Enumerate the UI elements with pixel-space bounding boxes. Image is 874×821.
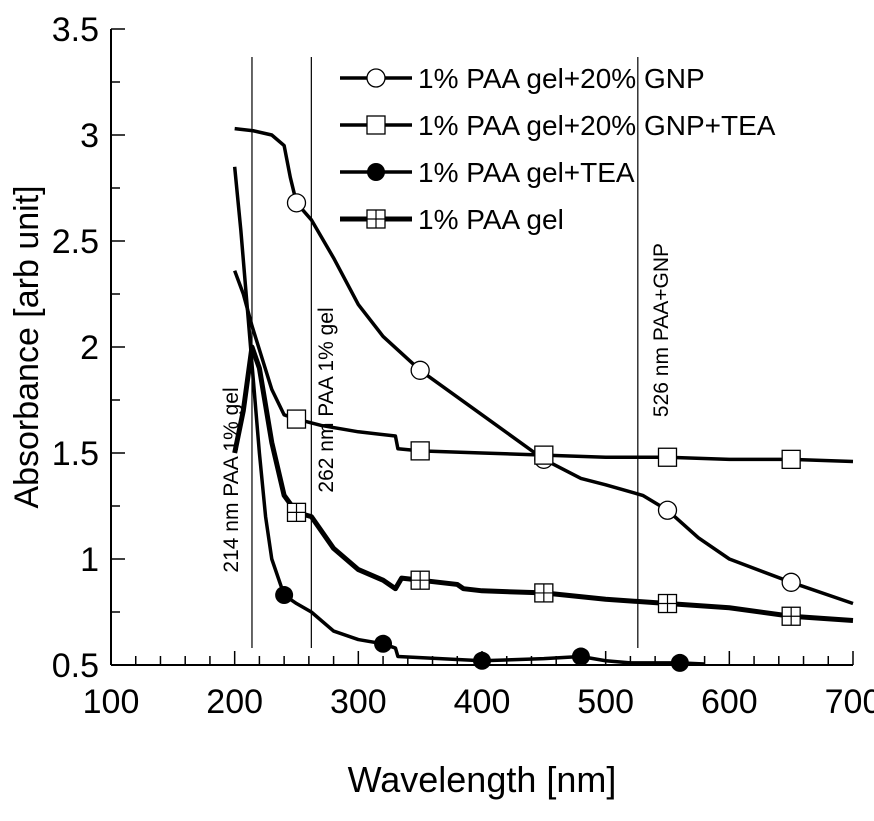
open-circle-marker: [410, 360, 430, 380]
legend-label: 1% PAA gel+20% GNP: [418, 63, 705, 94]
data-point: [657, 593, 678, 614]
series-2: [232, 166, 705, 672]
data-point: [275, 586, 294, 605]
square-marker: [781, 449, 801, 470]
data-point: [781, 449, 801, 470]
legend-marker: [366, 115, 386, 135]
series-1: [233, 270, 854, 470]
x-tick-label: 100: [83, 683, 140, 721]
y-tick-label: 1: [80, 541, 99, 579]
data-point: [670, 653, 689, 672]
data-point: [781, 572, 801, 592]
annotation-label: 214 nm PAA 1% gel: [220, 387, 243, 572]
legend-marker: [366, 209, 386, 229]
square-marker: [657, 447, 678, 467]
data-point: [286, 193, 307, 213]
legend-label: 1% PAA gel+20% GNP+TEA: [418, 110, 776, 141]
open-circle-marker: [366, 68, 386, 88]
open-circle-marker: [781, 572, 801, 592]
filled-circle-marker: [367, 163, 385, 181]
x-tick-label: 600: [701, 683, 758, 721]
square-marker: [534, 445, 554, 465]
series-line: [232, 344, 854, 623]
x-tick-label: 700: [825, 683, 874, 721]
y-tick-label: 1.5: [52, 435, 99, 473]
data-point: [657, 500, 678, 520]
square-marker: [366, 115, 386, 135]
plot-area: 100 200 300 400 500 600 700 0.5 1 1.5 2 2.5 3 3.5 214 …: [52, 11, 874, 721]
filled-circle-marker: [571, 647, 590, 666]
data-point: [410, 441, 430, 461]
square-marker: [410, 441, 430, 461]
y-tick-label: 2: [80, 329, 99, 367]
filled-circle-marker: [275, 586, 294, 605]
data-point: [571, 647, 590, 666]
data-point: [534, 583, 554, 603]
filled-circle-marker: [670, 653, 689, 672]
x-tick-label: 400: [454, 683, 511, 721]
legend-label: 1% PAA gel+TEA: [418, 157, 635, 188]
square-marker: [286, 409, 307, 429]
legend-label: 1% PAA gel: [418, 204, 564, 235]
series-3: [232, 344, 854, 626]
x-tick-label: 300: [330, 683, 387, 721]
data-point: [286, 409, 307, 429]
y-tick-label: 3.5: [52, 11, 99, 49]
y-tick-label: 0.5: [52, 647, 99, 685]
filled-circle-marker: [374, 634, 393, 653]
data-point: [534, 445, 554, 465]
data-point: [410, 360, 430, 380]
y-axis-label: Absorbance [arb unit]: [8, 185, 46, 508]
open-circle-marker: [657, 500, 678, 520]
x-axis-label: Wavelength [nm]: [348, 759, 617, 800]
data-point: [286, 502, 307, 523]
data-point: [657, 447, 678, 467]
y-tick-label: 2.5: [52, 223, 99, 261]
x-tick-label: 200: [206, 683, 263, 721]
legend-marker: [367, 163, 385, 181]
data-point: [781, 606, 801, 626]
x-tick-label: 500: [577, 683, 634, 721]
open-circle-marker: [286, 193, 307, 213]
annotation-label: 262 nm PAA 1% gel: [315, 307, 338, 492]
y-tick-label: 3: [80, 117, 99, 155]
data-point: [410, 570, 430, 590]
data-point: [374, 634, 393, 653]
legend-marker: [366, 68, 386, 88]
filled-circle-marker: [473, 651, 491, 670]
legend: 1% PAA gel+20% GNP 1% PAA gel+20% GNP+TEA…: [340, 63, 776, 235]
data-point: [473, 651, 491, 670]
annotation-label: 526 nm PAA+GNP: [650, 243, 673, 417]
